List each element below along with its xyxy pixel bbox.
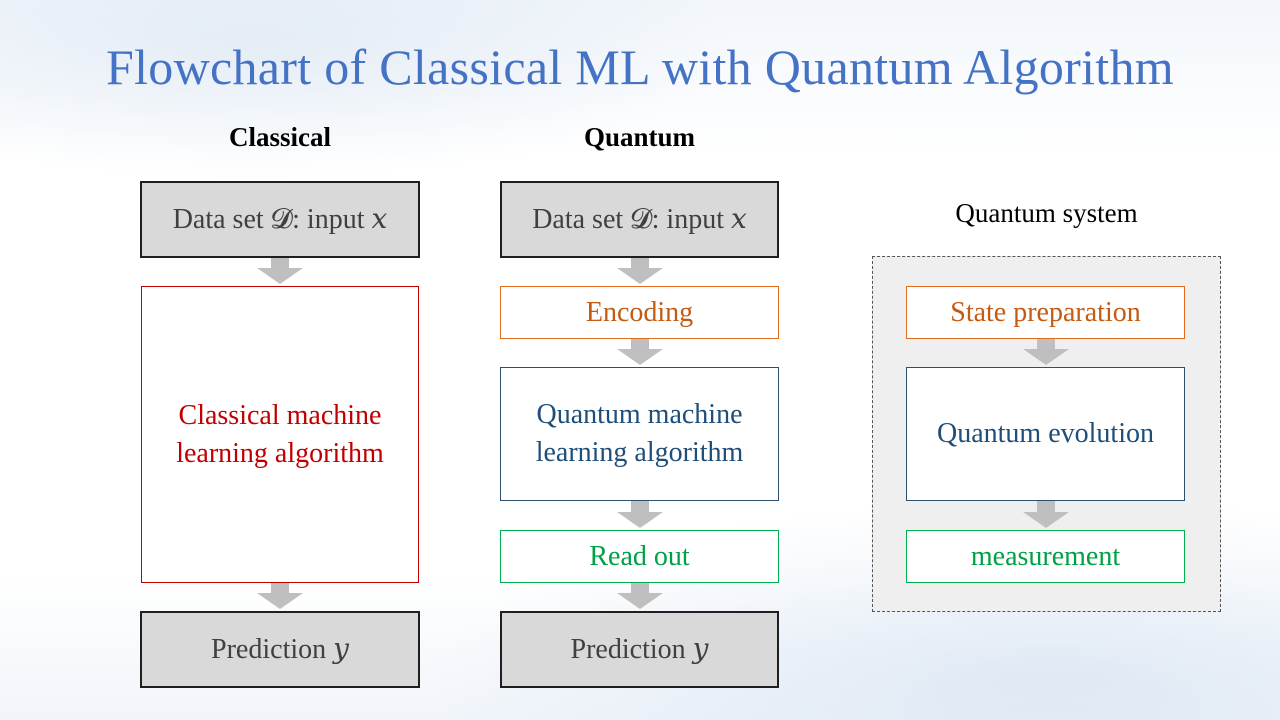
quantum-readout-label: Read out — [589, 540, 690, 572]
classical-output-box: Prediction 𝑦 — [140, 611, 420, 688]
quantum-input-label: Data set 𝓓: input 𝑥 — [532, 203, 747, 235]
slide-title: Flowchart of Classical ML with Quantum A… — [106, 39, 1174, 95]
quantum-evolution-box: Quantum evolution — [906, 367, 1185, 501]
arrow-encoding-to-algorithm — [617, 339, 663, 365]
arrow-classical-algorithm-to-output — [257, 583, 303, 609]
quantum-evolution-label: Quantum evolution — [937, 418, 1154, 450]
quantum-input-box: Data set 𝓓: input 𝑥 — [500, 181, 779, 258]
quantum-system-heading: Quantum system — [955, 198, 1138, 228]
arrow-evolution-to-measurement — [1023, 501, 1069, 528]
measurement-box: measurement — [906, 530, 1185, 583]
classical-input-label: Data set 𝓓: input 𝑥 — [172, 203, 388, 235]
quantum-output-box: Prediction 𝑦 — [500, 611, 779, 688]
arrow-algorithm-to-readout — [617, 501, 663, 528]
arrow-classical-input-to-algorithm — [257, 258, 303, 284]
classical-input-box: Data set 𝓓: input 𝑥 — [140, 181, 420, 258]
state-preparation-box: State preparation — [906, 286, 1185, 339]
quantum-algorithm-label-line1: Quantum machine — [536, 399, 743, 431]
arrow-readout-to-output — [617, 583, 663, 609]
quantum-encoding-label: Encoding — [585, 296, 694, 328]
classical-column-heading: Classical — [228, 122, 331, 152]
quantum-readout-box: Read out — [500, 530, 779, 583]
quantum-output-label: Prediction 𝑦 — [570, 633, 709, 665]
quantum-algorithm-label-line2: learning algorithm — [535, 437, 744, 468]
quantum-column-heading: Quantum — [583, 122, 696, 152]
quantum-encoding-box: Encoding — [500, 286, 779, 339]
state-preparation-label: State preparation — [950, 296, 1141, 328]
arrow-state-prep-to-evolution — [1023, 339, 1069, 365]
classical-algorithm-label-line1: Classical machine — [178, 399, 382, 431]
classical-algorithm-box: Classical machine learning algorithm — [141, 286, 419, 583]
arrow-quantum-input-to-encoding — [617, 258, 663, 284]
classical-output-label: Prediction 𝑦 — [211, 633, 349, 665]
quantum-algorithm-box: Quantum machine learning algorithm — [500, 367, 779, 501]
classical-algorithm-label-line2: learning algorithm — [176, 437, 384, 469]
measurement-label: measurement — [970, 540, 1121, 572]
